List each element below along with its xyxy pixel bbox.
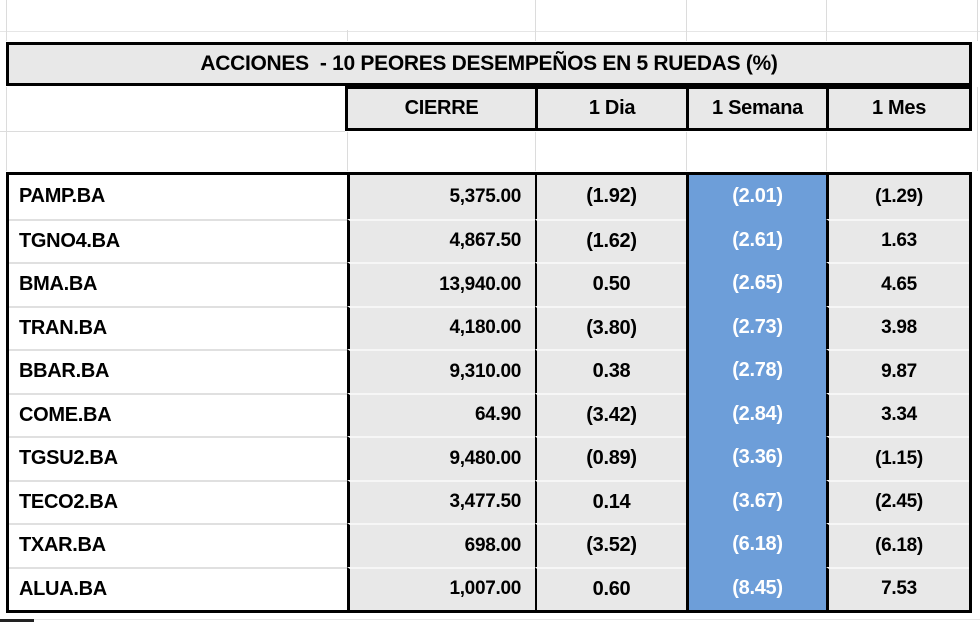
mes-cell[interactable]: 7.53 [826, 566, 969, 610]
cierre-cell[interactable]: 9,480.00 [347, 436, 535, 480]
ticker-cell[interactable]: BBAR.BA [9, 349, 347, 393]
cierre-cell[interactable]: 5,375.00 [347, 175, 535, 219]
column-header-1mes[interactable]: 1 Mes [826, 89, 969, 128]
gridline [826, 132, 827, 171]
dia-cell[interactable]: (3.42) [535, 392, 686, 436]
dia-cell[interactable]: (3.80) [535, 305, 686, 349]
dia-cell[interactable]: (1.62) [535, 218, 686, 262]
gridline [0, 619, 980, 620]
dia-cell[interactable]: 0.60 [535, 566, 686, 610]
table-body: PAMP.BA 5,375.00 (1.92) (2.01) (1.29) TGNO4.B… [6, 172, 972, 613]
next-table-edge [0, 619, 34, 622]
dia-cell[interactable]: 0.14 [535, 479, 686, 523]
table-row: PAMP.BA 5,375.00 (1.92) (2.01) (1.29) [9, 175, 969, 219]
column-header-1dia[interactable]: 1 Dia [535, 89, 686, 128]
ticker-cell[interactable]: BMA.BA [9, 262, 347, 306]
table-row: TGNO4.BA 4,867.50 (1.62) (2.61) 1.63 [9, 218, 969, 262]
mes-cell[interactable]: (1.15) [826, 436, 969, 480]
semana-cell[interactable]: (2.65) [686, 262, 826, 306]
semana-cell[interactable]: (3.67) [686, 479, 826, 523]
semana-cell[interactable]: (2.01) [686, 175, 826, 219]
cierre-cell[interactable]: 698.00 [347, 523, 535, 567]
cierre-cell[interactable]: 9,310.00 [347, 349, 535, 393]
gridline [535, 0, 536, 41]
semana-cell[interactable]: (2.73) [686, 305, 826, 349]
cierre-cell[interactable]: 3,477.50 [347, 479, 535, 523]
cierre-cell[interactable]: 1,007.00 [347, 566, 535, 610]
cierre-cell[interactable]: 13,940.00 [347, 262, 535, 306]
mes-cell[interactable]: 9.87 [826, 349, 969, 393]
gridline [977, 87, 978, 171]
semana-cell[interactable]: (2.61) [686, 218, 826, 262]
dia-cell[interactable]: 0.50 [535, 262, 686, 306]
gridline [0, 31, 980, 32]
mes-cell[interactable]: (1.29) [826, 175, 969, 219]
ticker-cell[interactable]: PAMP.BA [9, 175, 347, 219]
table-title[interactable]: ACCIONES - 10 PEORES DESEMPEÑOS EN 5 RUE… [6, 42, 972, 86]
gridline [347, 132, 348, 171]
table-row: TXAR.BA 698.00 (3.52) (6.18) (6.18) [9, 523, 969, 567]
column-header-cierre[interactable]: CIERRE [404, 97, 479, 119]
dia-cell[interactable]: (1.92) [535, 175, 686, 219]
ticker-cell[interactable]: TGSU2.BA [9, 436, 347, 480]
mes-cell[interactable]: (6.18) [826, 523, 969, 567]
table-row: TGSU2.BA 9,480.00 (0.89) (3.36) (1.15) [9, 436, 969, 480]
semana-cell[interactable]: (8.45) [686, 566, 826, 610]
cierre-cell[interactable]: 4,867.50 [347, 218, 535, 262]
ticker-cell[interactable]: TXAR.BA [9, 523, 347, 567]
table-row: COME.BA 64.90 (3.42) (2.84) 3.34 [9, 392, 969, 436]
dia-cell[interactable]: (3.52) [535, 523, 686, 567]
gridline [6, 0, 7, 41]
gridline [977, 0, 978, 41]
table-row: TECO2.BA 3,477.50 0.14 (3.67) (2.45) [9, 479, 969, 523]
ticker-cell[interactable]: TECO2.BA [9, 479, 347, 523]
cierre-cell[interactable]: 4,180.00 [347, 305, 535, 349]
ticker-cell[interactable]: TRAN.BA [9, 305, 347, 349]
table-row: TRAN.BA 4,180.00 (3.80) (2.73) 3.98 [9, 305, 969, 349]
mes-cell[interactable]: (2.45) [826, 479, 969, 523]
table-row: BBAR.BA 9,310.00 0.38 (2.78) 9.87 [9, 349, 969, 393]
mes-cell[interactable]: 4.65 [826, 262, 969, 306]
semana-cell[interactable]: (6.18) [686, 523, 826, 567]
dia-cell[interactable]: 0.38 [535, 349, 686, 393]
ticker-cell[interactable]: TGNO4.BA [9, 218, 347, 262]
gridline [6, 87, 7, 171]
gridline [686, 132, 687, 171]
gridline [686, 0, 687, 41]
gridline [826, 0, 827, 41]
table-row: ALUA.BA 1,007.00 0.60 (8.45) 7.53 [9, 566, 969, 610]
table-row: BMA.BA 13,940.00 0.50 (2.65) 4.65 [9, 262, 969, 306]
gridline [0, 131, 345, 132]
gridline [535, 132, 536, 171]
mes-cell[interactable]: 1.63 [826, 218, 969, 262]
semana-cell[interactable]: (2.78) [686, 349, 826, 393]
semana-cell[interactable]: (3.36) [686, 436, 826, 480]
cierre-cell[interactable]: 64.90 [347, 392, 535, 436]
dia-cell[interactable]: (0.89) [535, 436, 686, 480]
column-header-row: CIERRE 1 Dia 1 Semana 1 Mes [345, 86, 972, 131]
mes-cell[interactable]: 3.98 [826, 305, 969, 349]
semana-cell[interactable]: (2.84) [686, 392, 826, 436]
column-header-1semana[interactable]: 1 Semana [686, 89, 826, 128]
mes-cell[interactable]: 3.34 [826, 392, 969, 436]
ticker-cell[interactable]: COME.BA [9, 392, 347, 436]
ticker-cell[interactable]: ALUA.BA [9, 566, 347, 610]
gridline [347, 30, 348, 41]
